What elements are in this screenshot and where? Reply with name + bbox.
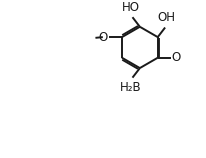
Text: OH: OH xyxy=(158,11,176,24)
Text: O: O xyxy=(99,31,108,44)
Text: O: O xyxy=(172,51,181,64)
Text: HO: HO xyxy=(122,0,140,14)
Text: H₂B: H₂B xyxy=(120,81,142,94)
